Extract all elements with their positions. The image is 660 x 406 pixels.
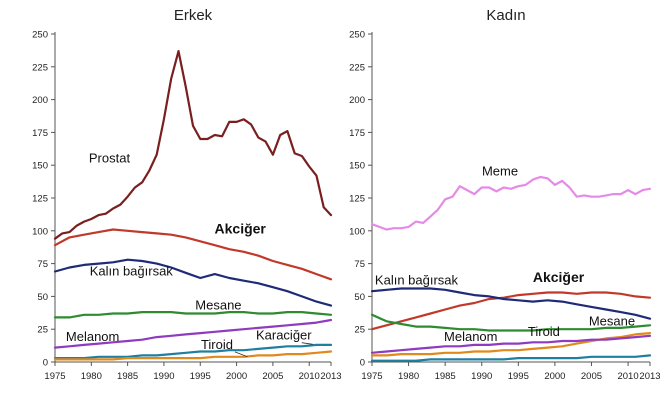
kadin-y-tick-label: 250 <box>349 30 365 41</box>
kadin-x-tick-label: 2000 <box>544 371 565 382</box>
kadin-x-tick-label: 1980 <box>398 371 419 382</box>
erkek-x-tick-label: 1985 <box>117 371 138 382</box>
erkek-y-tick-label: 100 <box>32 226 48 237</box>
kadin-y-tick-label: 50 <box>354 292 365 303</box>
erkek-x-tick-label: 1980 <box>81 371 102 382</box>
kadin-y-tick-label: 200 <box>349 95 365 106</box>
erkek-x-tick-label: 2000 <box>226 371 247 382</box>
erkek-x-tick-label: 1975 <box>44 371 65 382</box>
erkek-y-tick-label: 225 <box>32 62 48 73</box>
erkek-x-tick-label: 1995 <box>190 371 211 382</box>
kadin-series-melanom-label: Melanom <box>444 329 497 344</box>
erkek-series-akciger-line <box>53 228 333 281</box>
kadin-x-tick-label: 1975 <box>361 371 382 382</box>
erkek-series-akciger-label: Akciğer <box>215 220 267 236</box>
erkek-x-tick-label: 1990 <box>153 371 174 382</box>
erkek-series-karaciger-line <box>53 343 333 360</box>
kadin-y-tick-label: 0 <box>360 358 365 369</box>
kadin-y-tick-label: 25 <box>354 325 365 336</box>
erkek-series-tiroid-line <box>53 350 333 361</box>
erkek-x-tick-label: 2010 <box>299 371 320 382</box>
kadin-y-tick-label: 150 <box>349 161 365 172</box>
kadin-y-tick-label: 225 <box>349 62 365 73</box>
erkek-series-prostat-label: Prostat <box>89 151 131 166</box>
kadin-series-tiroid-label: Tiroid <box>528 324 560 339</box>
kadin-series-kalin-bagirsak-line <box>370 287 652 320</box>
kadin-y-tick-label: 75 <box>354 259 365 270</box>
kadin-x-tick-label: 2013 <box>639 371 660 382</box>
erkek-y-tick-label: 150 <box>32 161 48 172</box>
kadin-x-tick-label: 1985 <box>435 371 456 382</box>
kadin-x-tick-label: 2010 <box>617 371 638 382</box>
erkek-series-kalin-bagirsak-line <box>53 258 333 307</box>
kadin-x-tick-label: 1995 <box>508 371 529 382</box>
erkek-series-melanom-label: Melanom <box>66 329 119 344</box>
erkek-series-tiroid-leader <box>234 351 248 358</box>
erkek-series-karaciger-leader <box>301 342 313 345</box>
kadin-series-meme-line <box>370 175 652 231</box>
erkek-series-melanom-line <box>53 318 333 349</box>
erkek-x-tick-label: 2005 <box>262 371 283 382</box>
erkek-chart-title: Erkek <box>174 7 213 24</box>
kadin-series-akciger-line <box>370 291 652 331</box>
kadin-y-tick-label: 175 <box>349 128 365 139</box>
erkek-y-tick-label: 200 <box>32 95 48 106</box>
kadin-series-mesane-line <box>370 313 652 332</box>
erkek-series-karaciger-label: Karaciğer <box>256 328 312 343</box>
erkek-y-tick-label: 50 <box>37 292 48 303</box>
kadin-series-akciger-label: Akciğer <box>533 269 585 285</box>
erkek-y-tick-label: 0 <box>43 358 48 369</box>
erkek-series-mesane-label: Mesane <box>195 298 241 313</box>
kadin-series-kalin-bagirsak-label: Kalın bağırsak <box>375 273 459 288</box>
kadin-series-mesane-label: Mesane <box>589 313 635 328</box>
erkek-series-tiroid-label: Tiroid <box>201 337 233 352</box>
kadin-series-meme-label: Meme <box>482 164 518 179</box>
kadin-x-tick-label: 2005 <box>581 371 602 382</box>
kadin-y-tick-label: 100 <box>349 226 365 237</box>
kadin-x-tick-label: 1990 <box>471 371 492 382</box>
kadin-chart-title: Kadın <box>486 7 525 24</box>
erkek-y-tick-label: 75 <box>37 259 48 270</box>
erkek-x-tick-label: 2013 <box>320 371 341 382</box>
erkek-y-tick-label: 250 <box>32 30 48 41</box>
erkek-panel: Erkek 0 25 50 75 100 125 150 175 200 225 250 1975 198… <box>32 7 341 382</box>
erkek-series-prostat-line <box>53 49 333 240</box>
erkek-y-tick-label: 125 <box>32 194 48 205</box>
erkek-y-tick-label: 25 <box>37 325 48 336</box>
kadin-series-karaciger-line <box>370 354 652 362</box>
kadin-panel: Kadın 0 25 50 75 100 125 150 175 200 225 250 1975 198… <box>349 7 660 382</box>
erkek-y-tick-label: 175 <box>32 128 48 139</box>
erkek-series-mesane-line <box>53 311 333 319</box>
kadin-series-melanom-line <box>370 334 652 354</box>
erkek-series-kalin-bagirsak-label: Kalın bağırsak <box>90 263 174 278</box>
kadin-y-tick-label: 125 <box>349 194 365 205</box>
